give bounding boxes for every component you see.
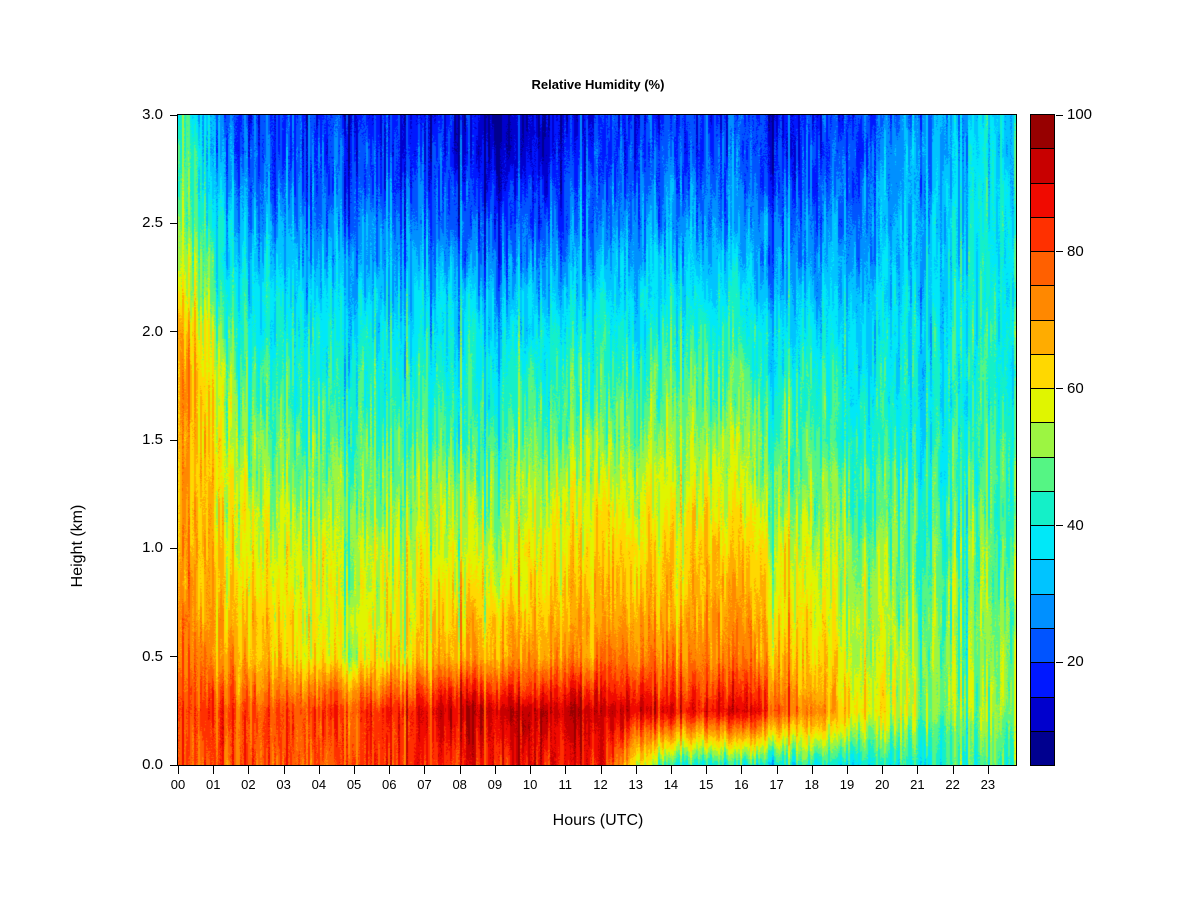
x-tick-label: 02 bbox=[241, 777, 256, 792]
x-tick bbox=[776, 766, 778, 774]
x-tick-label: 15 bbox=[698, 777, 714, 792]
x-tick bbox=[811, 766, 813, 774]
y-tick-label: 3.0 bbox=[142, 106, 163, 123]
x-tick bbox=[248, 766, 250, 774]
colorbar-segment bbox=[1031, 183, 1054, 218]
x-tick bbox=[213, 766, 215, 774]
x-tick-label: 06 bbox=[382, 777, 397, 792]
colorbar-tick-label: 80 bbox=[1067, 242, 1084, 260]
x-tick bbox=[459, 766, 461, 774]
y-tick bbox=[170, 439, 178, 441]
colorbar-segment bbox=[1031, 731, 1054, 766]
colorbar-segment bbox=[1031, 354, 1054, 390]
colorbar-segment bbox=[1031, 628, 1054, 664]
colorbar-segment bbox=[1031, 697, 1054, 732]
y-tick-label: 0.0 bbox=[142, 756, 163, 773]
x-tick bbox=[354, 766, 356, 774]
x-tick-label: 18 bbox=[804, 777, 820, 792]
colorbar-segment bbox=[1031, 389, 1054, 424]
x-tick bbox=[424, 766, 426, 774]
x-tick-label: 22 bbox=[945, 777, 960, 792]
x-tick bbox=[882, 766, 884, 774]
y-axis-label: Height (km) bbox=[69, 504, 86, 588]
x-tick bbox=[318, 766, 320, 774]
x-tick-label: 17 bbox=[769, 777, 784, 792]
x-tick bbox=[389, 766, 391, 774]
chart-title: Relative Humidity (%) bbox=[531, 77, 665, 92]
colorbar-tick bbox=[1056, 661, 1063, 663]
x-tick bbox=[178, 766, 179, 774]
x-tick bbox=[917, 766, 919, 774]
x-tick bbox=[565, 766, 567, 774]
x-tick-label: 12 bbox=[593, 777, 608, 792]
colorbar-tick bbox=[1056, 388, 1063, 390]
colorbar-tick bbox=[1056, 525, 1063, 527]
x-tick-label: 03 bbox=[276, 777, 291, 792]
colorbar-segment bbox=[1031, 594, 1054, 629]
y-tick bbox=[170, 764, 178, 766]
colorbar-segment bbox=[1031, 423, 1054, 458]
colorbar-segment bbox=[1031, 115, 1054, 150]
x-tick bbox=[600, 766, 602, 774]
y-tick bbox=[170, 114, 178, 116]
x-tick-label: 09 bbox=[487, 777, 503, 792]
colorbar-tick bbox=[1056, 114, 1063, 116]
y-tick-label: 2.5 bbox=[142, 214, 163, 232]
colorbar-segment bbox=[1031, 252, 1054, 287]
colorbar-tick-label: 20 bbox=[1067, 653, 1084, 671]
colorbar-segment bbox=[1031, 149, 1054, 184]
colorbar-tick-label: 100 bbox=[1067, 106, 1093, 123]
colorbar-segment bbox=[1031, 286, 1054, 321]
colorbar-segment bbox=[1031, 491, 1054, 527]
x-tick-label: 04 bbox=[311, 777, 327, 792]
x-tick bbox=[530, 766, 532, 774]
colorbar-tick-label: 60 bbox=[1067, 379, 1084, 397]
heatmap-canvas bbox=[178, 115, 1016, 765]
x-tick bbox=[846, 766, 848, 774]
x-tick-label: 19 bbox=[839, 777, 855, 792]
colorbar-tick bbox=[1056, 251, 1063, 253]
colorbar-segment bbox=[1031, 217, 1054, 253]
y-tick bbox=[170, 222, 178, 224]
colorbar-tick-label: 40 bbox=[1067, 516, 1084, 534]
y-tick-label: 1.0 bbox=[142, 539, 163, 557]
y-tick bbox=[170, 547, 178, 549]
x-tick-label: 11 bbox=[558, 777, 573, 792]
x-tick-label: 05 bbox=[346, 777, 362, 792]
x-tick bbox=[283, 766, 285, 774]
x-tick-label: 10 bbox=[522, 777, 538, 792]
plot-area-border bbox=[177, 114, 1017, 766]
colorbar-segment bbox=[1031, 457, 1054, 492]
colorbar-segment bbox=[1031, 560, 1054, 595]
x-tick bbox=[494, 766, 496, 774]
y-tick-label: 0.5 bbox=[142, 647, 163, 665]
x-tick-label: 13 bbox=[628, 777, 643, 792]
x-tick-label: 16 bbox=[734, 777, 749, 792]
y-tick-label: 2.0 bbox=[142, 322, 163, 340]
x-tick-label: 20 bbox=[874, 777, 890, 792]
colorbar bbox=[1030, 114, 1055, 766]
x-tick-label: 07 bbox=[417, 777, 432, 792]
x-tick-label: 01 bbox=[205, 777, 221, 792]
x-tick-label: 00 bbox=[170, 777, 186, 792]
x-axis-label: Hours (UTC) bbox=[552, 812, 644, 829]
x-tick-label: 23 bbox=[980, 777, 996, 792]
x-tick bbox=[635, 766, 637, 774]
x-tick-label: 14 bbox=[663, 777, 679, 792]
x-tick-label: 08 bbox=[452, 777, 467, 792]
x-tick bbox=[741, 766, 743, 774]
colorbar-segment bbox=[1031, 526, 1054, 561]
y-tick bbox=[170, 331, 178, 333]
x-tick bbox=[952, 766, 954, 774]
x-tick bbox=[706, 766, 708, 774]
y-tick bbox=[170, 656, 178, 658]
y-tick-label: 1.5 bbox=[142, 431, 163, 448]
x-tick-label: 21 bbox=[910, 777, 925, 792]
x-tick bbox=[670, 766, 672, 774]
colorbar-segment bbox=[1031, 320, 1054, 355]
colorbar-segment bbox=[1031, 663, 1054, 698]
x-tick bbox=[987, 766, 989, 774]
